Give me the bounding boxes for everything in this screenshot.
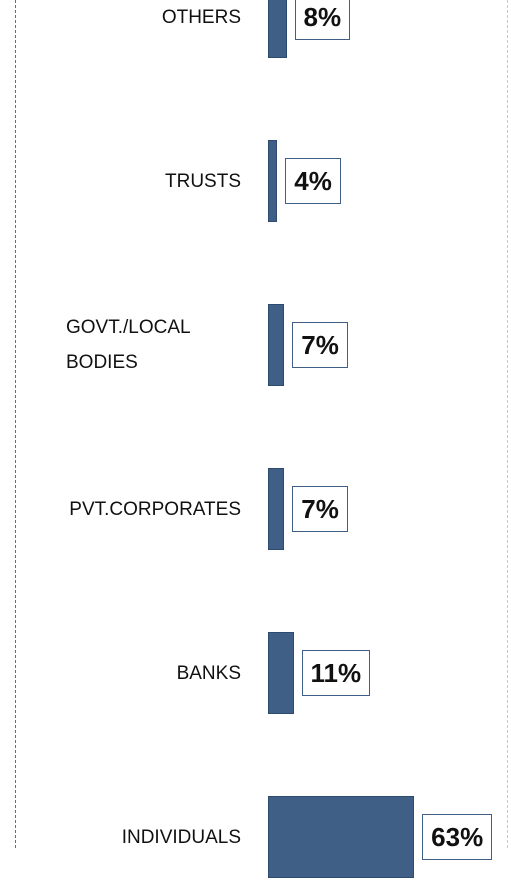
category-label: INDIVIDUALS [121,826,241,848]
data-label: 11% [301,650,371,696]
category-label: BANKS [176,662,241,684]
category-label: PVT.CORPORATES [69,498,241,520]
bar [268,304,285,386]
category-label-box: BANKS [177,628,241,718]
bar [268,468,285,550]
data-label: 7% [292,486,348,532]
category-label-box: INDIVIDUALS [122,792,241,882]
category-label: OTHERS [161,6,241,28]
bar [268,0,287,58]
category-label-box: OTHERS [162,0,241,62]
frame-line [15,0,16,848]
bar [268,796,415,878]
data-label: 63% [422,814,493,860]
bar [268,632,294,714]
data-label: 8% [294,0,351,40]
category-label: TRUSTS [165,170,241,192]
frame-line [507,0,508,848]
category-label-box: PVT.CORPORATES [69,464,241,554]
category-label-box: TRUSTS [165,136,241,226]
data-label: 4% [285,158,341,204]
chart: OTHERS 8% TRUSTS 4% GOVT./LOCAL BODIES 7% PVT.… [15,0,508,878]
category-label-box: GOVT./LOCAL BODIES [66,300,241,390]
category-label: GOVT./LOCAL BODIES [66,317,190,373]
data-label: 7% [292,322,348,368]
bar [268,140,278,222]
